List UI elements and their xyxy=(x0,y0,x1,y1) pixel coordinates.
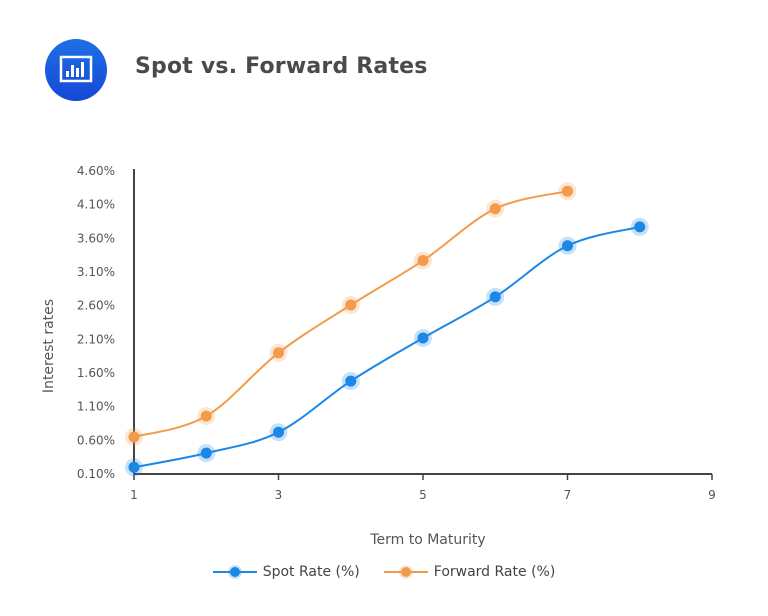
data-point xyxy=(417,255,429,267)
legend: Spot Rate (%) Forward Rate (%) xyxy=(0,564,768,580)
data-point xyxy=(489,291,501,303)
data-point xyxy=(128,461,140,473)
data-point xyxy=(345,299,357,311)
y-tick-label: 4.60% xyxy=(77,164,115,178)
series-line-0 xyxy=(133,225,641,469)
series-line-1 xyxy=(133,190,568,438)
legend-item-spot: Spot Rate (%) xyxy=(212,564,360,580)
data-point xyxy=(489,203,501,215)
data-point xyxy=(562,240,573,252)
data-point xyxy=(200,410,212,422)
x-tick-label: 3 xyxy=(275,488,283,502)
y-tick-label: 2.60% xyxy=(77,299,115,313)
data-point xyxy=(273,347,284,359)
y-tick-label: 1.60% xyxy=(77,366,115,380)
y-tick-label: 3.10% xyxy=(77,265,115,279)
bar-chart-icon xyxy=(45,39,107,101)
legend-item-forward: Forward Rate (%) xyxy=(383,564,556,580)
y-tick-label: 0.60% xyxy=(77,433,115,447)
y-tick-label: 1.10% xyxy=(77,400,115,414)
data-point xyxy=(562,185,573,197)
page-title: Spot vs. Forward Rates xyxy=(135,54,428,79)
y-tick-label: 3.60% xyxy=(77,231,115,245)
data-point xyxy=(128,431,140,443)
data-point xyxy=(417,332,429,344)
y-tick-label: 4.10% xyxy=(77,198,115,212)
x-tick-label: 9 xyxy=(708,488,716,502)
y-axis-label: Interest rates xyxy=(41,299,57,393)
x-tick-label: 1 xyxy=(130,488,138,502)
legend-label-forward: Forward Rate (%) xyxy=(433,564,556,580)
x-tick-label: 7 xyxy=(564,488,572,502)
x-tick-label: 5 xyxy=(419,488,427,502)
data-point xyxy=(634,221,646,233)
legend-label-spot: Spot Rate (%) xyxy=(262,564,360,580)
data-point xyxy=(200,447,212,459)
y-tick-label: 0.10% xyxy=(77,467,115,481)
data-point xyxy=(345,375,357,387)
x-axis-label: Term to Maturity xyxy=(369,532,485,548)
data-point xyxy=(273,426,284,438)
y-tick-label: 2.10% xyxy=(77,332,115,346)
